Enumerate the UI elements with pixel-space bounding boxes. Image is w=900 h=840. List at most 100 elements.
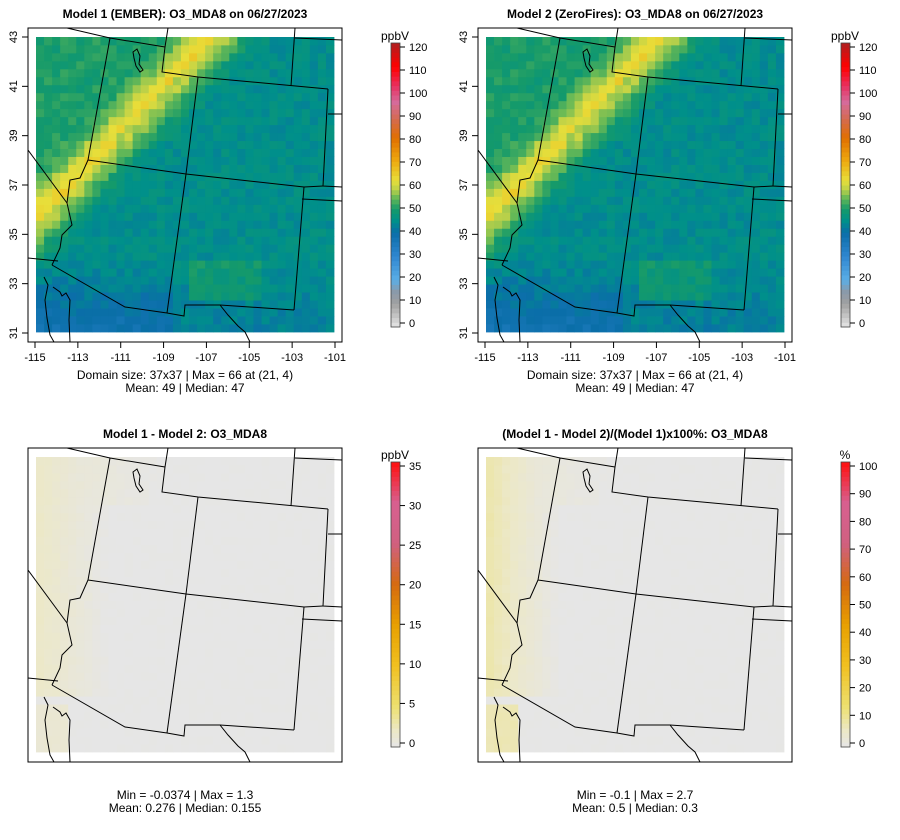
heatmap-cell xyxy=(671,236,680,245)
heatmap-cell xyxy=(502,704,511,713)
heatmap-cell xyxy=(245,712,254,721)
heatmap-cell xyxy=(84,140,93,150)
heatmap-cell xyxy=(502,164,511,173)
heatmap-cell xyxy=(590,204,600,213)
heatmap-cell xyxy=(486,656,495,665)
heatmap-cell xyxy=(735,284,745,293)
heatmap-cell xyxy=(277,552,287,562)
heatmap-cell xyxy=(148,220,158,229)
colorbar-swatch xyxy=(841,208,850,214)
heatmap-cell xyxy=(84,696,93,705)
heatmap-cell xyxy=(60,480,69,490)
heatmap-cell xyxy=(566,704,575,713)
heatmap-cell xyxy=(245,472,254,482)
heatmap-cell xyxy=(180,292,190,301)
heatmap-cell xyxy=(566,688,575,697)
heatmap-cell xyxy=(285,744,295,753)
heatmap-cell xyxy=(229,576,238,585)
heatmap-cell xyxy=(261,624,270,633)
heatmap-cell xyxy=(84,712,93,721)
heatmap-cell xyxy=(743,37,753,46)
heatmap-cell xyxy=(213,728,222,737)
heatmap-cell xyxy=(558,260,567,269)
heatmap-cell xyxy=(695,116,704,126)
heatmap-cell xyxy=(735,164,745,173)
heatmap-cell xyxy=(639,204,648,213)
heatmap-cell xyxy=(582,52,592,62)
heatmap-cell xyxy=(743,44,753,54)
heatmap-cell xyxy=(116,600,125,609)
heatmap-cell xyxy=(60,188,69,197)
heatmap-cell xyxy=(534,600,543,609)
heatmap-cell xyxy=(36,664,45,673)
heatmap-cell xyxy=(221,292,230,301)
heatmap-cell xyxy=(44,244,53,253)
heatmap-cell xyxy=(172,180,182,189)
heatmap-cell xyxy=(606,268,616,277)
heatmap-cell xyxy=(325,608,335,617)
heatmap-cell xyxy=(494,576,503,585)
heatmap-cell xyxy=(68,116,77,126)
heatmap-cell xyxy=(245,664,254,673)
heatmap-cell xyxy=(566,308,575,317)
heatmap-cell xyxy=(229,544,238,554)
heatmap-cell xyxy=(100,640,109,649)
heatmap-cell xyxy=(663,324,672,333)
heatmap-cell xyxy=(237,172,246,181)
heatmap-cell xyxy=(639,156,648,165)
heatmap-cell xyxy=(245,196,254,205)
heatmap-cell xyxy=(140,268,150,277)
heatmap-cell xyxy=(253,704,262,713)
heatmap-cell xyxy=(213,600,222,609)
heatmap-cell xyxy=(590,68,600,78)
heatmap-cell xyxy=(36,640,45,649)
heatmap-cell xyxy=(534,672,543,681)
heatmap-cell xyxy=(84,300,93,309)
heatmap-cell xyxy=(36,204,45,213)
heatmap-cell xyxy=(542,292,551,301)
heatmap-cell xyxy=(486,188,495,197)
heatmap-cell xyxy=(277,108,287,118)
heatmap-cell xyxy=(221,52,230,62)
heatmap-cell xyxy=(775,68,785,78)
heatmap-cell xyxy=(317,464,327,474)
heatmap-cell xyxy=(598,300,608,309)
heatmap-cell xyxy=(566,560,575,570)
heatmap-cell xyxy=(52,300,61,309)
heatmap-cell xyxy=(92,736,101,745)
heatmap-cell xyxy=(44,696,53,705)
heatmap-cell xyxy=(108,680,117,689)
heatmap-cell xyxy=(156,228,166,237)
heatmap-cell xyxy=(285,736,295,745)
heatmap-cell xyxy=(679,37,688,46)
heatmap-cell xyxy=(44,308,53,317)
heatmap-cell xyxy=(277,252,287,261)
heatmap-cell xyxy=(140,664,150,673)
heatmap-cell xyxy=(148,244,158,253)
heatmap-cell xyxy=(100,720,109,729)
heatmap-cell xyxy=(518,212,527,221)
heatmap-cell xyxy=(542,180,551,189)
heatmap-cell xyxy=(285,116,295,126)
heatmap-cell xyxy=(647,276,656,285)
heatmap-cell xyxy=(245,220,254,229)
heatmap-cell xyxy=(172,720,182,729)
heatmap-cell xyxy=(486,552,495,562)
heatmap-cell xyxy=(293,204,303,213)
heatmap-cell xyxy=(486,704,495,713)
heatmap-cell xyxy=(309,132,319,142)
heatmap-cell xyxy=(253,496,262,506)
heatmap-cell xyxy=(566,244,575,253)
heatmap-cell xyxy=(221,504,230,514)
heatmap-cell xyxy=(711,204,720,213)
heatmap-cell xyxy=(622,308,632,317)
heatmap-cell xyxy=(92,680,101,689)
heatmap-cell xyxy=(325,300,335,309)
heatmap-cell xyxy=(309,720,319,729)
heatmap-cell xyxy=(285,472,295,482)
heatmap-cell xyxy=(293,212,303,221)
heatmap-cell xyxy=(309,180,319,189)
heatmap-cell xyxy=(663,124,672,134)
heatmap-cell xyxy=(205,180,214,189)
heatmap-cells xyxy=(486,37,785,333)
